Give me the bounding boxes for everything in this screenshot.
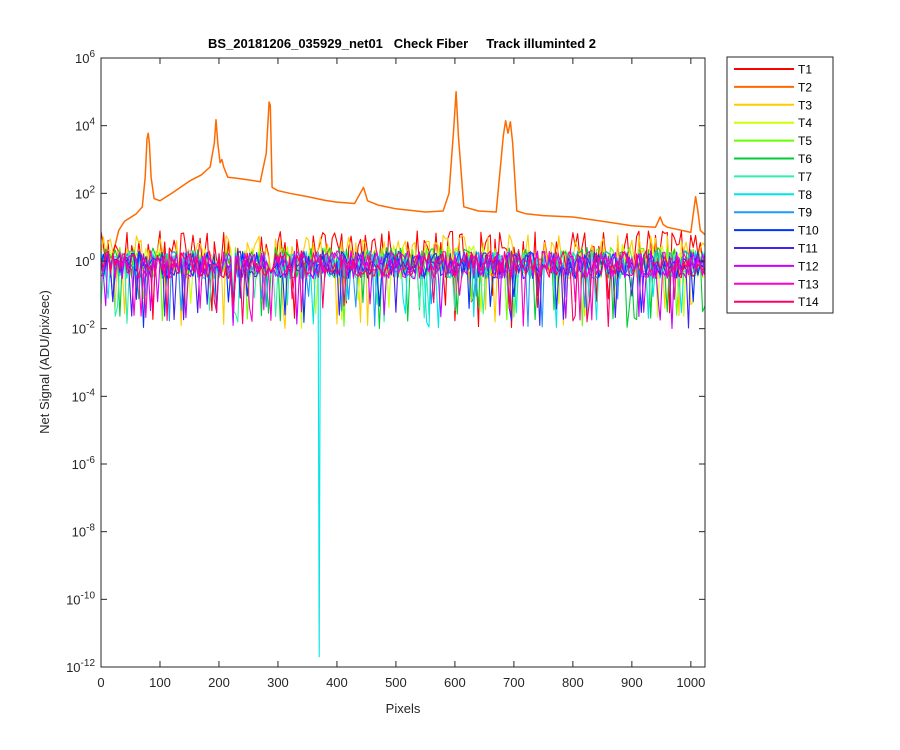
legend-label-t14: T14 bbox=[798, 295, 819, 309]
legend-label-t7: T7 bbox=[798, 170, 812, 184]
series-line-t2 bbox=[101, 91, 705, 264]
x-tick-label: 900 bbox=[621, 675, 643, 690]
series-line-t13 bbox=[101, 250, 705, 327]
plot-frame bbox=[100, 57, 706, 668]
x-tick-label: 800 bbox=[562, 675, 584, 690]
y-tick-label: 100 bbox=[75, 252, 95, 269]
x-tick-label: 300 bbox=[267, 675, 289, 690]
legend-label-t4: T4 bbox=[798, 116, 812, 130]
legend-label-t10: T10 bbox=[798, 224, 819, 238]
x-axis-label: Pixels bbox=[386, 701, 421, 716]
y-axis: 10-12 10-10 10-8 10-6 10-4 10-2 100 102 104 106 bbox=[66, 49, 705, 675]
legend-box bbox=[726, 56, 834, 314]
legend-label-t6: T6 bbox=[798, 152, 812, 166]
x-tick-label: 200 bbox=[208, 675, 230, 690]
legend-label-t5: T5 bbox=[798, 134, 812, 148]
legend-label-t2: T2 bbox=[798, 80, 812, 94]
plot-area bbox=[101, 58, 705, 667]
legend-label-t12: T12 bbox=[798, 259, 819, 273]
y-tick-label: 10-4 bbox=[72, 387, 96, 404]
y-tick-label: 10-6 bbox=[72, 455, 96, 472]
legend-label-t9: T9 bbox=[798, 206, 812, 220]
x-tick-label: 400 bbox=[326, 675, 348, 690]
series-line-t14 bbox=[101, 250, 705, 328]
series-layer bbox=[101, 91, 705, 658]
x-tick-label: 600 bbox=[444, 675, 466, 690]
y-tick-label: 10-10 bbox=[66, 590, 95, 607]
y-tick-label: 102 bbox=[75, 184, 95, 201]
y-axis-label: Net Signal (ADU/pix/sec) bbox=[37, 290, 52, 434]
legend: T1 T2 T3 T4 T5 T6 T7 T8 T9 T10 T11 T12 T13 T14 bbox=[726, 56, 834, 314]
y-tick-label: 104 bbox=[75, 117, 95, 134]
legend-label-t8: T8 bbox=[798, 188, 812, 202]
legend-label-t11: T11 bbox=[798, 242, 818, 256]
x-axis: 0 100 200 300 400 500 600 700 800 900 1000 bbox=[97, 58, 705, 690]
legend-label-t13: T13 bbox=[798, 277, 819, 291]
y-tick-label: 10-12 bbox=[66, 658, 95, 675]
legend-label-t1: T1 bbox=[798, 63, 812, 77]
x-tick-label: 1000 bbox=[676, 675, 705, 690]
legend-label-t3: T3 bbox=[798, 98, 812, 112]
y-tick-label: 10-2 bbox=[72, 320, 96, 337]
x-tick-label: 100 bbox=[149, 675, 171, 690]
x-tick-label: 500 bbox=[385, 675, 407, 690]
x-tick-label: 700 bbox=[503, 675, 525, 690]
chart-title: BS_20181206_035929_net01 Check Fiber Tra… bbox=[208, 36, 596, 51]
x-tick-label: 0 bbox=[97, 675, 104, 690]
y-tick-label: 10-8 bbox=[72, 523, 96, 540]
y-tick-label: 106 bbox=[75, 49, 95, 66]
